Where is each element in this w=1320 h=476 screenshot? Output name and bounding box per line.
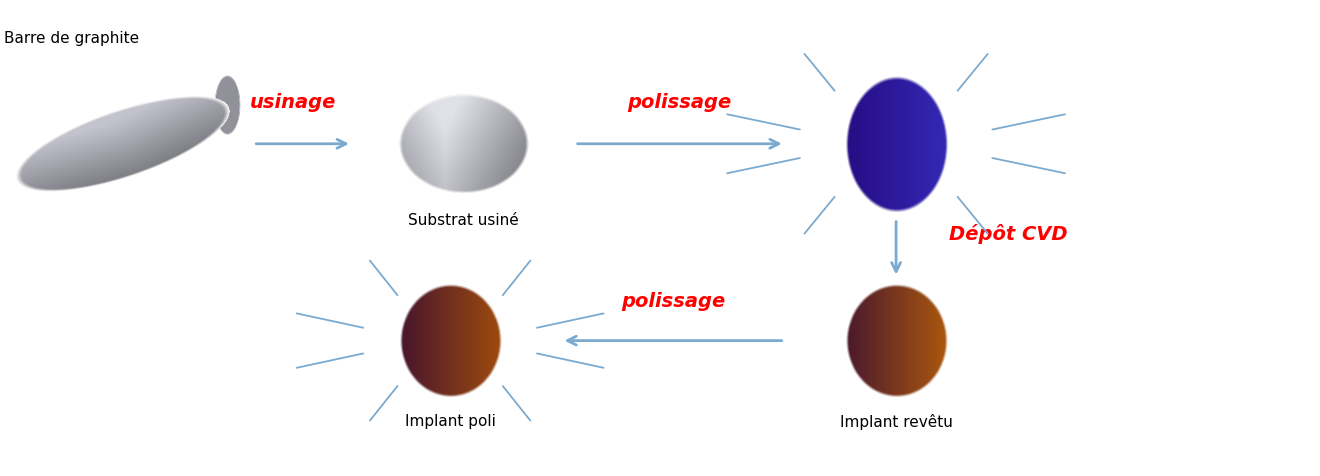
Text: usinage: usinage bbox=[249, 93, 335, 112]
Text: polissage: polissage bbox=[627, 93, 731, 112]
Text: polissage: polissage bbox=[620, 291, 725, 310]
Text: Dépôt CVD: Dépôt CVD bbox=[949, 223, 1067, 243]
Text: Implant poli: Implant poli bbox=[405, 413, 495, 428]
Text: Barre de graphite: Barre de graphite bbox=[4, 31, 140, 46]
Text: Implant revêtu: Implant revêtu bbox=[840, 413, 953, 429]
Text: Substrat usiné: Substrat usiné bbox=[408, 212, 519, 227]
